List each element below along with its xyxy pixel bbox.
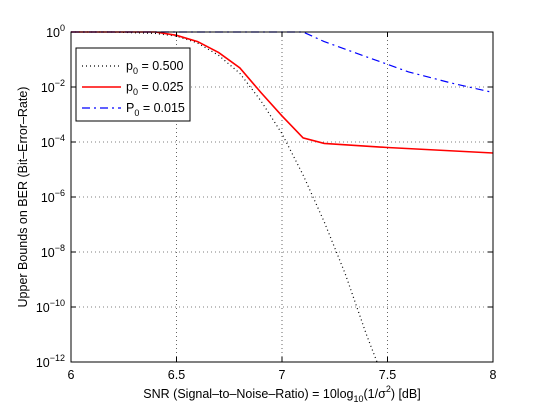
series-lines [71, 31, 494, 363]
x-tick-label: 7 [279, 368, 286, 382]
x-tick-label: 7.5 [379, 368, 396, 382]
y-tick-label: 10−2 [41, 78, 65, 95]
legend-label-1: p0 = 0.500 [126, 59, 184, 76]
y-tick-label: 10−8 [41, 243, 65, 260]
y-axis-label: Upper Bounds on BER (Bit–Error–Rate) [16, 87, 30, 308]
axis-ticks: 6 6.5 7 7.5 8 100 10−2 10−4 10−6 10−8 10−10 10−12 [36, 23, 497, 382]
y-tick-label: 10−12 [36, 353, 65, 370]
y-tick-label: 10−6 [41, 188, 65, 205]
y-tick-label: 10−10 [36, 298, 65, 315]
x-tick-label: 6.5 [168, 368, 185, 382]
legend-label-2: p0 = 0.025 [126, 80, 184, 97]
x-tick-label: 8 [490, 368, 497, 382]
series-line-3 [71, 31, 494, 94]
legend-label-3: P0 = 0.015 [126, 101, 185, 118]
x-tick-label: 6 [68, 368, 75, 382]
y-tick-label: 100 [46, 23, 65, 40]
legend-box [75, 47, 191, 122]
y-tick-label: 10−4 [41, 133, 65, 150]
legend: p0 = 0.500 p0 = 0.025 P0 = 0.015 [75, 47, 191, 122]
series-line-2 [71, 31, 494, 154]
x-axis-label: SNR (Signal–to–Noise–Ratio) = 10log10(1/… [143, 384, 420, 404]
